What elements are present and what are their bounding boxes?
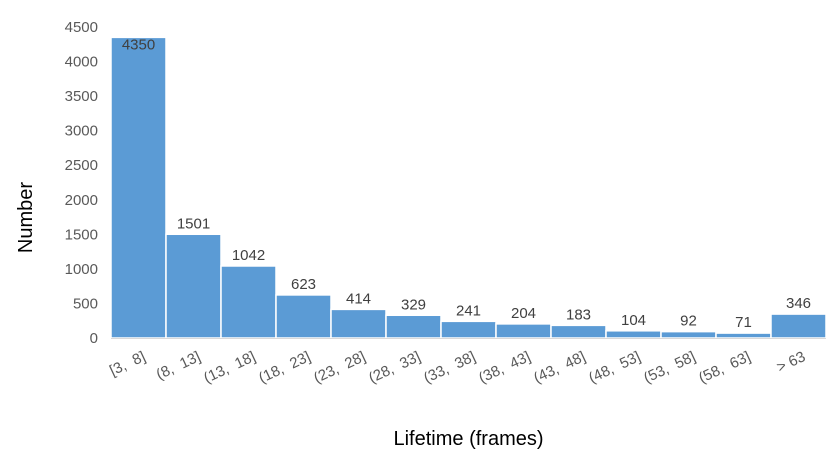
bar-value-label: 71 (735, 314, 752, 331)
bar (770, 313, 827, 339)
bar (330, 308, 387, 339)
x-axis-category-labels: [3, 8] (8, 13](13, 18](18, 23](23, 28](28… (107, 348, 808, 387)
y-axis-title: Number (15, 182, 37, 253)
y-tick-label: 0 (90, 330, 98, 347)
bar-value-label: 346 (786, 295, 811, 312)
x-axis-title: Lifetime (frames) (393, 428, 543, 450)
data-labels: 4350 1501 1042 623 414 329 241 204 183 104 92 71 346 (122, 36, 811, 331)
bar (495, 323, 552, 339)
bar-value-label: 104 (621, 312, 646, 329)
bars (110, 36, 827, 339)
bar-value-label: 329 (401, 296, 426, 313)
x-category-label: (58, 63] (696, 348, 753, 387)
y-tick-label: 3500 (65, 88, 98, 105)
bar (385, 314, 442, 339)
bar-value-label: 1501 (177, 215, 210, 232)
y-tick-label: 4000 (65, 54, 98, 71)
y-tick-label: 4500 (65, 19, 98, 36)
x-category-label: (33, 38] (421, 348, 478, 387)
y-tick-label: 500 (73, 295, 98, 312)
x-category-label: (28, 33] (366, 348, 423, 387)
bar-value-label: 414 (346, 290, 371, 307)
bar-value-label: 623 (291, 276, 316, 293)
x-category-label: > 63 (774, 348, 808, 376)
x-category-label: (43, 48] (531, 348, 588, 387)
x-category-label: (48, 53] (586, 348, 643, 387)
bar-value-label: 241 (456, 302, 481, 319)
x-category-label: (8, 13] (154, 348, 204, 383)
bar (165, 233, 222, 339)
bar (275, 294, 332, 339)
x-category-label: (53, 58] (641, 348, 698, 387)
bar (605, 330, 662, 339)
x-category-label: (23, 28] (311, 348, 368, 387)
y-axis-ticks: 0 500 1000 1500 2000 2500 3000 3500 4000 4500 (65, 19, 98, 347)
bar (660, 330, 717, 339)
x-category-label: (13, 18] (201, 348, 258, 387)
y-tick-label: 1000 (65, 261, 98, 278)
bar-value-label: 4350 (122, 36, 155, 53)
bar (440, 320, 497, 339)
bar (550, 324, 607, 339)
y-tick-label: 1500 (65, 226, 98, 243)
x-category-label: [3, 8] (107, 348, 148, 379)
bar-value-label: 92 (680, 313, 697, 330)
bar-value-label: 204 (511, 305, 536, 322)
y-tick-label: 2000 (65, 192, 98, 209)
bar-value-label: 183 (566, 306, 591, 323)
bar (110, 36, 167, 339)
bar (220, 265, 277, 339)
x-category-label: (18, 23] (256, 348, 313, 387)
y-tick-label: 3000 (65, 123, 98, 140)
bar-value-label: 1042 (232, 247, 265, 264)
x-category-label: (38, 43] (476, 348, 533, 387)
y-tick-label: 2500 (65, 157, 98, 174)
bar (715, 332, 772, 339)
